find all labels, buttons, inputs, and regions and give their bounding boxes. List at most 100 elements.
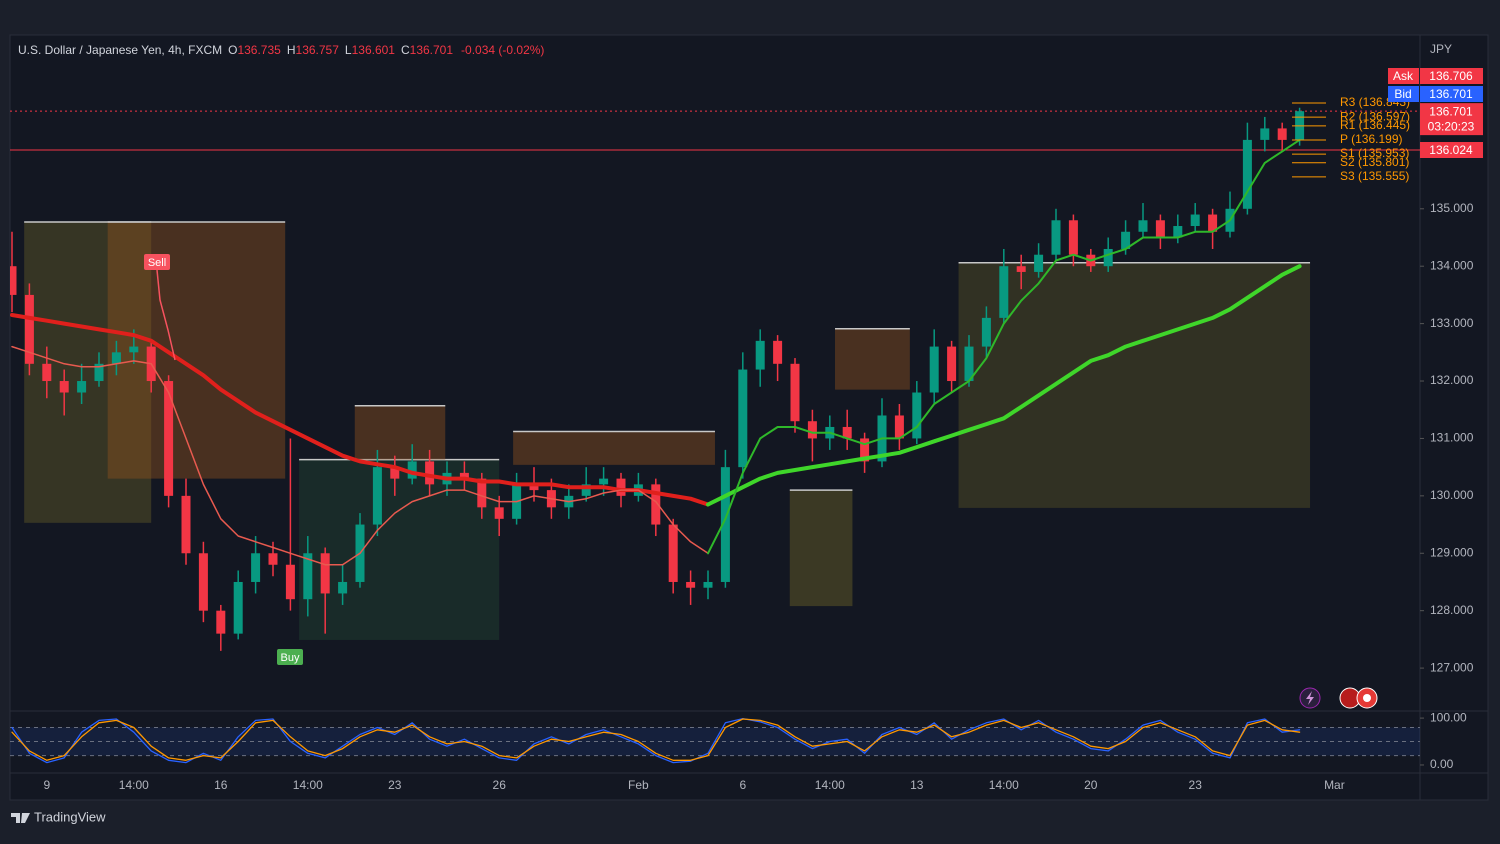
signal-connector [156,269,176,361]
candle-body [477,478,487,508]
candle-body [425,461,435,485]
candle-body [999,266,1009,318]
pivot-label: S3 (135.555) [1340,169,1409,183]
price-tag [1420,103,1483,136]
candle-body [981,317,991,347]
candle-body [1034,254,1044,272]
osc-tick-label: 0.00 [1430,757,1454,771]
moving-average [10,313,710,507]
zone [835,328,910,390]
ohlc-key: L [345,43,352,57]
ohlc-key: H [287,43,296,57]
candle-body [790,363,800,422]
candle-body [494,507,504,519]
countdown: 03:20:23 [1428,119,1475,133]
y-tick-label: 127.000 [1430,660,1474,674]
tag-label: Bid [1394,87,1411,101]
x-tick-label: Mar [1324,778,1345,792]
zone [299,459,500,640]
x-tick-label: 14:00 [293,778,323,792]
zone [958,262,1311,508]
candle-body [338,581,348,594]
candle-body [1260,128,1270,140]
pivot-label: R2 (136.597) [1340,109,1410,123]
event-flag-dot [1363,694,1371,702]
candle-body [94,363,104,382]
y-tick-label: 130.000 [1430,488,1474,502]
candle-body [755,340,765,370]
candle-body [842,426,852,439]
brand-name: TradingView [34,809,106,824]
x-tick-label: 26 [493,778,507,792]
x-tick-label: 23 [388,778,402,792]
candle-body [1138,220,1148,232]
candle-body [686,581,696,588]
candle-body [947,346,957,382]
pivot-label: P (136.199) [1340,132,1403,146]
candle-body [616,478,626,496]
tag-label: Ask [1393,69,1414,83]
candle-body [964,346,974,382]
candle-body [390,467,400,479]
alert-bolt [1306,691,1314,705]
price-tag-value: 136.024 [1429,143,1473,157]
candle-body [129,346,139,353]
x-tick-label: 14:00 [989,778,1019,792]
candle-body [303,553,313,600]
candle-body [1190,214,1200,227]
candle-body [599,478,609,485]
x-tick-label: Feb [628,778,649,792]
zone [789,490,853,607]
ohlc-value: 136.757 [296,43,340,57]
moving-average [706,264,1302,507]
candle-body [651,484,661,525]
x-tick-label: 23 [1189,778,1203,792]
oscillator-line [11,718,1301,761]
tag-value: 136.701 [1429,87,1473,101]
chart-panel [9,34,1489,801]
y-tick-label: 133.000 [1430,316,1474,330]
x-tick-label: 6 [739,778,746,792]
candle-body [372,467,382,525]
signal-badge [144,254,170,270]
candle-body [164,381,174,496]
x-tick-label: 16 [214,778,228,792]
ohlc-key: O [228,43,237,57]
candle-body [1068,220,1078,255]
candle-body [860,438,870,462]
osc-tick-label: 100.00 [1430,710,1467,724]
candle-body [1016,266,1026,272]
indicator-icons[interactable] [1299,687,1378,709]
candle-body [668,524,678,582]
candle-body [1208,214,1218,232]
candle-body [251,553,261,582]
symbol: U.S. Dollar / Japanese Yen, 4h, FXCM [18,43,222,57]
brand: TradingView [11,809,106,824]
tag-value-box [1420,86,1483,102]
candle-body [581,484,591,496]
currency-label: JPY [1430,42,1452,56]
ohlc-key: C [401,43,410,57]
ohlc-value: 136.601 [352,43,396,57]
x-tick-label: 9 [43,778,50,792]
candle-body [529,484,539,491]
candle-body [773,340,783,364]
candle-body [459,472,469,479]
oscillator-pane [10,717,1420,764]
candle-body [1277,128,1287,140]
candle-body [1155,220,1165,238]
candle-body [894,415,904,439]
candle-body [912,392,922,439]
price-tag [1420,142,1483,159]
signal-badge [277,649,303,665]
candle-body [738,369,748,468]
candle-body [720,467,730,582]
candle-body [703,581,713,588]
brand-logo [11,813,30,823]
tag-value-box [1420,68,1483,84]
moving-average [707,138,1301,555]
candle-body [111,352,121,364]
